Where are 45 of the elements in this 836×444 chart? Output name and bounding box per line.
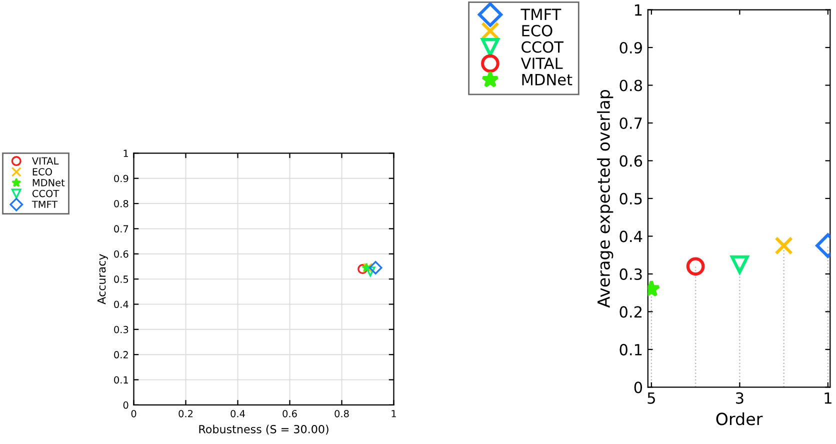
x-tick-label: 5 xyxy=(648,392,655,404)
legend-label: MDNet xyxy=(522,74,572,86)
y-tick-label: 0.7 xyxy=(114,225,128,233)
y-axis-title: Accuracy xyxy=(97,254,108,304)
y-tick-label: 0.4 xyxy=(620,230,642,242)
x-tick-label: 0.2 xyxy=(178,410,193,418)
y-tick-label: 0.5 xyxy=(114,276,128,283)
y-tick-label: 0.9 xyxy=(114,174,128,182)
legend-label: CCOT xyxy=(32,190,60,198)
y-axis-title: Average expected overlap xyxy=(597,90,614,308)
y-tick-label: 1 xyxy=(634,4,642,16)
y-tick-label: 0.8 xyxy=(114,200,128,208)
x-tick-label: 1 xyxy=(392,410,396,418)
legend-label: TMFT xyxy=(32,200,58,208)
x-axis-title: Order xyxy=(716,412,763,426)
y-tick-label: 0.1 xyxy=(114,376,128,384)
legend-label: VITAL xyxy=(32,157,59,164)
x-tick-label: 0.8 xyxy=(334,410,349,418)
legend-label: ECO xyxy=(32,168,52,176)
y-tick-label: 0 xyxy=(123,401,128,409)
y-tick-label: 0.7 xyxy=(620,117,642,130)
y-tick-label: 0.3 xyxy=(620,268,642,280)
y-tick-label: 0.6 xyxy=(620,155,642,167)
y-tick-label: 0.6 xyxy=(114,250,128,258)
y-tick-label: 0.1 xyxy=(620,344,642,356)
x-tick-label: 1 xyxy=(824,392,832,404)
legend-label: MDNet xyxy=(32,179,65,186)
y-tick-label: 0.4 xyxy=(114,300,128,308)
x-axis-title: Robustness (S = 30.00) xyxy=(199,424,328,435)
x-tick-label: 3 xyxy=(736,392,744,404)
y-tick-label: 0.2 xyxy=(114,351,128,358)
y-tick-label: 0.3 xyxy=(114,326,128,334)
y-tick-label: 1 xyxy=(124,150,128,157)
legend-label: CCOT xyxy=(522,41,564,53)
x-tick-label: 0 xyxy=(131,410,136,418)
y-tick-label: 0.5 xyxy=(620,192,642,204)
y-tick-label: 0.2 xyxy=(620,306,642,318)
y-tick-label: 0.9 xyxy=(620,42,642,54)
legend-label: VITAL xyxy=(520,58,563,69)
y-tick-label: 0 xyxy=(634,382,642,394)
y-tick-label: 0.8 xyxy=(620,80,642,92)
legend-label: ECO xyxy=(522,24,552,36)
x-tick-label: 0.6 xyxy=(282,410,297,418)
x-tick-label: 0.4 xyxy=(230,410,245,418)
legend-label: TMFT xyxy=(520,8,562,20)
